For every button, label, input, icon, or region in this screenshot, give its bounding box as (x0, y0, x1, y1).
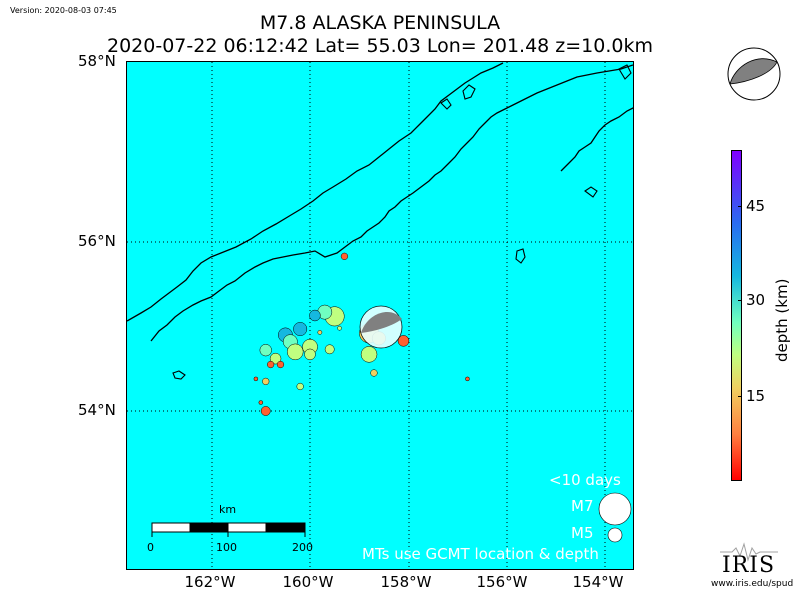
focal-mechanism-icon (727, 47, 781, 101)
iris-logo: IRIS (722, 553, 776, 578)
coastline-south (150, 64, 633, 342)
colorbar-tick-15 (738, 396, 742, 397)
event-marker-6 (293, 322, 308, 337)
map-panel (126, 61, 634, 570)
scale-tick-100: 100 (216, 541, 237, 554)
lat-label-56: 56°N (78, 232, 116, 250)
legend-m7-label: M7 (571, 497, 594, 515)
islands (172, 64, 632, 380)
iris-url[interactable]: www.iris.edu/spud (711, 579, 794, 589)
colorbar-title: depth (km) (773, 278, 791, 362)
event-marker-22 (258, 400, 264, 405)
map-svg (127, 62, 633, 569)
event-marker-21 (296, 382, 304, 391)
event-marker-11 (259, 344, 272, 357)
colorbar-label-30: 30 (746, 291, 766, 309)
map-title: M7.8 ALASKA PENINSULA (259, 12, 501, 34)
event-marker-25 (340, 252, 349, 260)
event-marker-27 (337, 325, 342, 331)
coastline-east (560, 107, 633, 172)
scale-tick-0: 0 (147, 541, 154, 554)
colorbar-tick-45 (738, 206, 742, 207)
legend-note: MTs use GCMT location & depth (362, 545, 599, 563)
colorbar-tick-30 (738, 300, 742, 301)
lon-label-154: 154°W (572, 573, 624, 591)
version-stamp: Version: 2020-08-03 07:45 (10, 6, 117, 15)
lon-label-162: 162°W (184, 573, 236, 591)
scale-bar (151, 522, 306, 537)
event-marker-13 (304, 348, 316, 361)
graticule (127, 62, 633, 569)
legend-title: <10 days (549, 471, 621, 489)
scale-unit: km (219, 503, 237, 516)
mainshock-beachball (359, 305, 403, 349)
event-marker-12 (269, 352, 282, 365)
map-subtitle: 2020-07-22 06:12:42 Lat= 55.03 Lon= 201.… (106, 35, 653, 57)
event-marker-26 (317, 330, 323, 335)
event-marker-24 (465, 376, 470, 382)
legend-circle-m7 (598, 492, 632, 526)
coastline (127, 62, 504, 322)
lat-label-54: 54°N (78, 401, 116, 419)
lon-label-160: 160°W (282, 573, 334, 591)
event-marker-15 (360, 346, 378, 363)
colorbar-label-45: 45 (746, 197, 766, 215)
event-marker-16 (370, 369, 378, 377)
event-marker-18 (276, 360, 285, 369)
event-marker-23 (260, 406, 271, 416)
legend-m5-label: M5 (571, 524, 594, 542)
event-marker-20 (262, 377, 270, 386)
lon-label-156: 156°W (476, 573, 528, 591)
lat-label-58: 58°N (78, 52, 116, 70)
lon-label-158: 158°W (380, 573, 432, 591)
event-marker-14 (324, 344, 335, 355)
iris-seismogram-icon (720, 542, 778, 562)
event-marker-10 (287, 343, 304, 361)
event-marker-19 (253, 376, 259, 382)
depth-colorbar (731, 150, 742, 481)
scale-tick-200: 200 (292, 541, 313, 554)
event-marker-5 (309, 309, 321, 322)
event-marker-0 (397, 335, 410, 347)
event-marker-17 (267, 360, 275, 369)
colorbar-label-15: 15 (746, 387, 766, 405)
legend-circle-m5 (607, 527, 623, 543)
